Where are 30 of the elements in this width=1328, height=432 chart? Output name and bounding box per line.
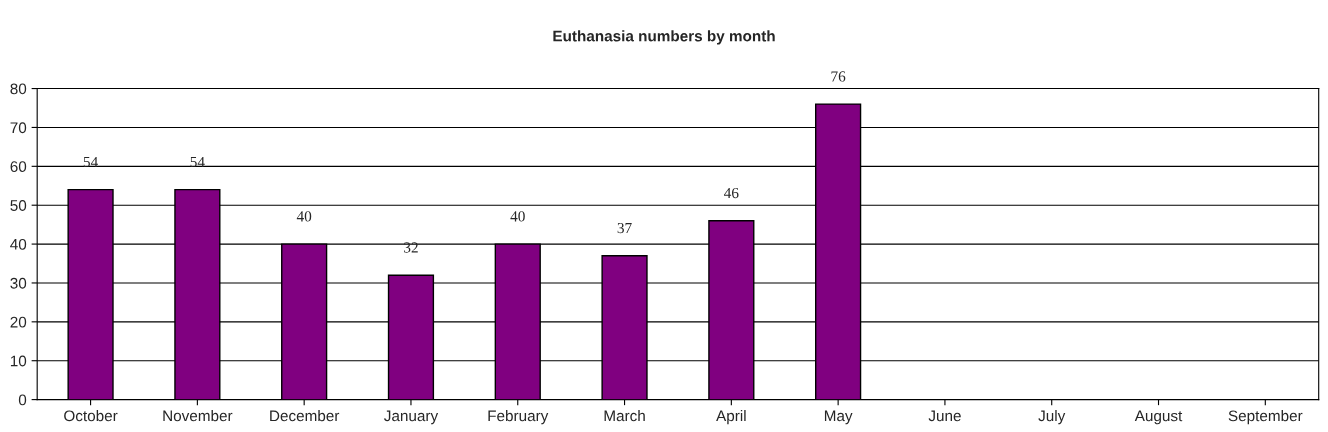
- data-label: 40: [296, 211, 312, 222]
- x-tick-label: January: [384, 410, 439, 425]
- y-tick-label: 70: [10, 122, 27, 134]
- y-tick-label: 30: [10, 277, 27, 289]
- data-label: 40: [510, 211, 525, 222]
- y-tick-label: 10: [10, 355, 27, 367]
- data-label: 46: [724, 187, 739, 199]
- y-tick-label: 40: [10, 238, 27, 250]
- x-tick-label: August: [1134, 410, 1183, 425]
- chart-title: Euthanasia numbers by month: [553, 30, 775, 45]
- x-tick-label: May: [824, 410, 853, 425]
- y-tick-label: 50: [10, 200, 27, 211]
- x-tick-label: July: [1038, 410, 1066, 425]
- data-label: 32: [404, 242, 418, 253]
- data-label: 37: [617, 222, 632, 234]
- y-tick-label: 60: [10, 161, 27, 173]
- x-tick-label: September: [1228, 410, 1303, 425]
- y-tick-label: 0: [18, 394, 27, 406]
- x-tick-label: December: [270, 410, 340, 422]
- data-label: 76: [831, 71, 846, 82]
- x-tick-label: February: [488, 410, 549, 425]
- y-tick-label: 20: [10, 316, 27, 328]
- data-label: 54: [83, 156, 98, 168]
- x-tick-label: October: [64, 410, 118, 422]
- data-label: 54: [190, 156, 205, 168]
- x-tick-label: June: [928, 410, 961, 422]
- y-tick-label: 80: [10, 83, 27, 95]
- x-tick-label: March: [604, 410, 645, 422]
- x-tick-label: April: [716, 410, 746, 425]
- x-tick-label: November: [163, 410, 233, 422]
